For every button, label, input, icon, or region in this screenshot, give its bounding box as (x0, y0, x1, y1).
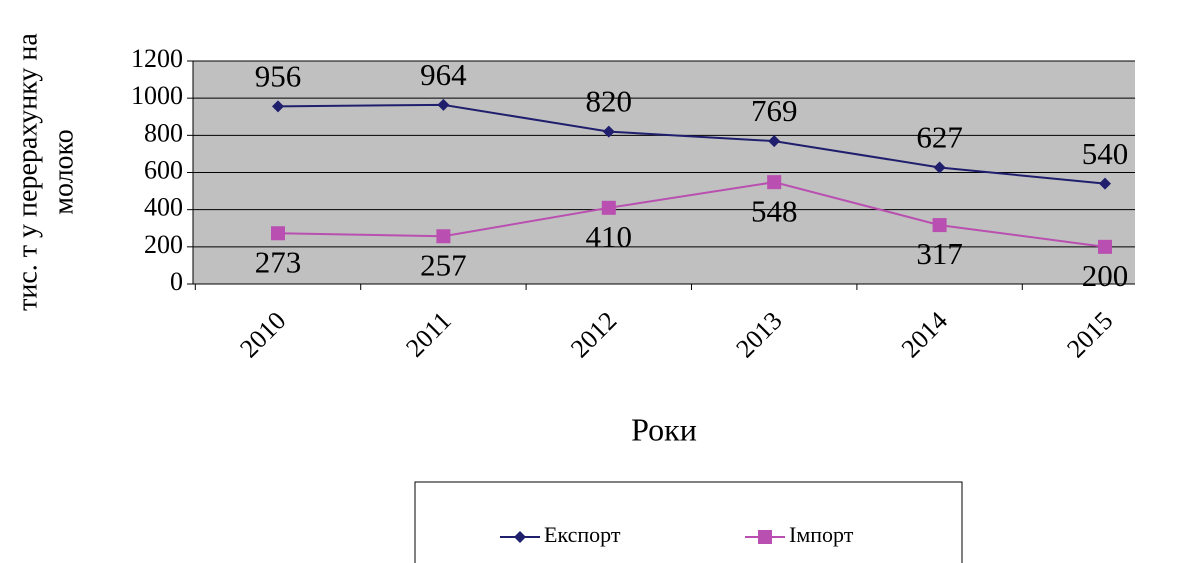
y-axis-label: молоко (48, 129, 79, 215)
data-label: 627 (916, 120, 963, 155)
data-label: 964 (420, 57, 467, 92)
marker (437, 98, 450, 111)
marker (932, 218, 947, 233)
y-tick-label: 1200 (131, 44, 183, 73)
series-line (277, 181, 1106, 248)
data-label: 273 (255, 244, 302, 279)
y-axis-label: тис. т у перерахунку на (12, 33, 43, 311)
marker (767, 175, 782, 190)
y-tick-label: 800 (144, 118, 183, 147)
y-tick-label: 0 (170, 267, 183, 296)
x-tick-label: 2010 (234, 306, 291, 363)
marker (758, 530, 772, 544)
marker (514, 531, 526, 543)
x-tick-label: 2011 (400, 306, 457, 363)
x-tick-label: 2015 (1061, 306, 1118, 363)
y-tick-label: 600 (144, 155, 183, 184)
marker (601, 200, 616, 215)
x-tick-label: 2012 (565, 306, 622, 363)
data-label: 956 (255, 58, 302, 93)
x-axis-label: Роки (631, 411, 697, 447)
x-tick-label: 2014 (896, 306, 953, 363)
marker (436, 229, 451, 244)
y-tick-label: 400 (144, 193, 183, 222)
marker (933, 161, 946, 174)
legend-label: Експорт (544, 522, 621, 547)
marker (1099, 177, 1111, 190)
data-label: 317 (916, 236, 963, 271)
legend (414, 481, 963, 563)
data-label: 410 (586, 219, 633, 254)
x-tick-label: 2013 (730, 306, 787, 363)
marker (768, 135, 781, 148)
legend-label: Імпорт (789, 522, 854, 547)
data-label: 769 (751, 93, 798, 128)
y-tick-label: 200 (144, 230, 183, 259)
marker (271, 226, 285, 241)
series-line (277, 103, 1106, 185)
data-label: 820 (586, 84, 633, 119)
marker (602, 125, 615, 138)
data-label: 548 (751, 193, 798, 228)
y-tick-label: 1000 (131, 81, 183, 110)
marker (1098, 239, 1112, 254)
marker (272, 100, 284, 113)
data-label: 200 (1082, 258, 1129, 293)
data-label: 257 (420, 247, 467, 282)
data-label: 540 (1082, 136, 1129, 171)
